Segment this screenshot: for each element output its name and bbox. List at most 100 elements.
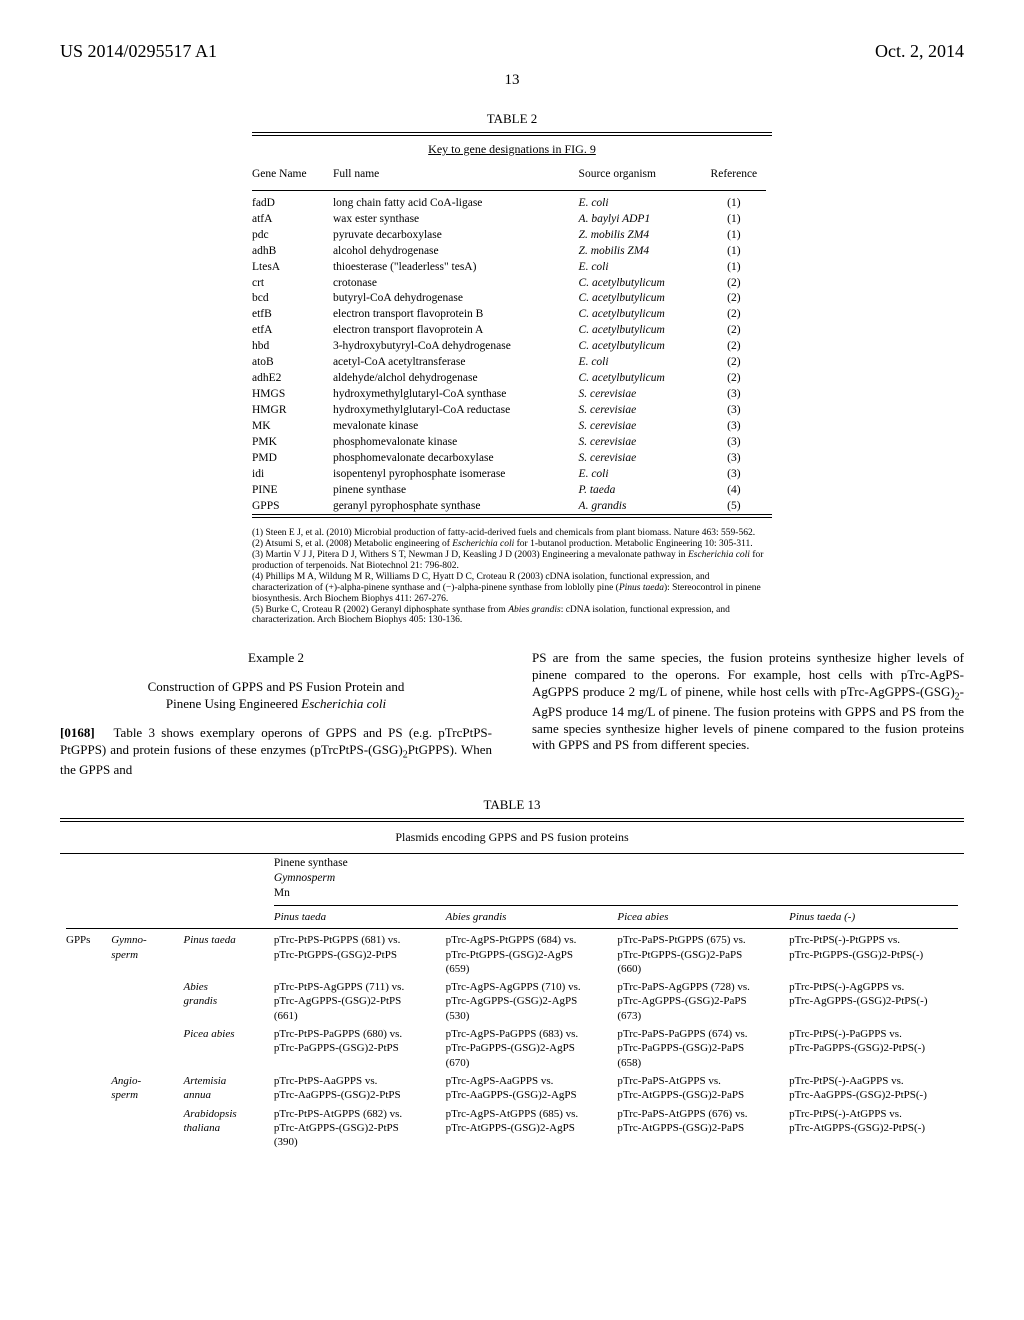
table-cell: 3-hydroxybutyryl-CoA dehydrogenase bbox=[333, 339, 579, 355]
table-cell: A. baylyi ADP1 bbox=[579, 211, 702, 227]
table-2: TABLE 2 Key to gene designations in FIG.… bbox=[252, 111, 772, 518]
row-species: Arabidopsisthaliana bbox=[178, 1105, 268, 1152]
table-cell: pTrc-PtPS(-)-AtGPPS vs.pTrc-AtGPPS-(GSG)… bbox=[783, 1105, 964, 1152]
table-cell: hydroxymethylglutaryl-CoA synthase bbox=[333, 387, 579, 403]
table-cell: pTrc-AgPS-AtGPPS (685) vs.pTrc-AtGPPS-(G… bbox=[440, 1105, 612, 1152]
table-cell: (2) bbox=[702, 339, 772, 355]
row-species: Abiesgrandis bbox=[178, 978, 268, 1025]
table-cell: C. acetylbutylicum bbox=[579, 307, 702, 323]
table-2-subtitle: Key to gene designations in FIG. 9 bbox=[252, 142, 772, 158]
table-cell: (2) bbox=[702, 323, 772, 339]
table-cell: (3) bbox=[702, 466, 772, 482]
table-cell: pTrc-PtPS(-)-AaGPPS vs.pTrc-AaGPPS-(GSG)… bbox=[783, 1072, 964, 1105]
table-cell: pTrc-PtPS-AtGPPS (682) vs.pTrc-AtGPPS-(G… bbox=[268, 1105, 440, 1152]
table-13-title: TABLE 13 bbox=[60, 797, 964, 814]
table-cell: LtesA bbox=[252, 259, 333, 275]
table-2-title: TABLE 2 bbox=[252, 111, 772, 128]
table-cell: PINE bbox=[252, 482, 333, 498]
table-cell: PMD bbox=[252, 450, 333, 466]
table-cell: (1) bbox=[702, 243, 772, 259]
table-cell: hydroxymethylglutaryl-CoA reductase bbox=[333, 403, 579, 419]
table-cell: C. acetylbutylicum bbox=[579, 339, 702, 355]
row-subgroup-label bbox=[105, 1105, 177, 1152]
table-cell: wax ester synthase bbox=[333, 211, 579, 227]
table-cell: (2) bbox=[702, 275, 772, 291]
table-cell: pTrc-PtPS(-)-PtGPPS vs.pTrc-PtGPPS-(GSG)… bbox=[783, 931, 964, 978]
table-row: adhE2aldehyde/alchol dehydrogenaseC. ace… bbox=[252, 371, 772, 387]
table-cell: adhE2 bbox=[252, 371, 333, 387]
table-cell: pTrc-PtPS-AaGPPS vs.pTrc-AaGPPS-(GSG)2-P… bbox=[268, 1072, 440, 1105]
table-cell: E. coli bbox=[579, 355, 702, 371]
table-cell: pTrc-AgPS-AaGPPS vs.pTrc-AaGPPS-(GSG)2-A… bbox=[440, 1072, 612, 1105]
table-row: LtesAthioesterase ("leaderless" tesA)E. … bbox=[252, 259, 772, 275]
table-row: etfBelectron transport flavoprotein BC. … bbox=[252, 307, 772, 323]
col-abies-grandis: Abies grandis bbox=[440, 908, 612, 926]
row-subgroup-label: Gymno-sperm bbox=[105, 931, 177, 978]
table-row: GPPSgeranyl pyrophosphate synthaseA. gra… bbox=[252, 498, 772, 514]
col-picea-abies: Picea abies bbox=[611, 908, 783, 926]
table-cell: C. acetylbutylicum bbox=[579, 323, 702, 339]
head-group: Pinene synthaseGymnospermMn bbox=[268, 854, 964, 903]
table-cell: mevalonate kinase bbox=[333, 418, 579, 434]
table-cell: E. coli bbox=[579, 466, 702, 482]
table-cell: butyryl-CoA dehydrogenase bbox=[333, 291, 579, 307]
table-cell: pTrc-PtPS(-)-PaGPPS vs.pTrc-PaGPPS-(GSG)… bbox=[783, 1025, 964, 1072]
table-cell: E. coli bbox=[579, 259, 702, 275]
table-cell: Z. mobilis ZM4 bbox=[579, 243, 702, 259]
table-cell: E. coli bbox=[579, 195, 702, 211]
table-cell: (4) bbox=[702, 482, 772, 498]
table-cell: (3) bbox=[702, 418, 772, 434]
table-cell: long chain fatty acid CoA-ligase bbox=[333, 195, 579, 211]
row-species: Artemisiaannua bbox=[178, 1072, 268, 1105]
table-cell: A. grandis bbox=[579, 498, 702, 514]
table-cell: phosphomevalonate kinase bbox=[333, 434, 579, 450]
table-cell: hbd bbox=[252, 339, 333, 355]
table-cell: crt bbox=[252, 275, 333, 291]
table-row: ArabidopsisthalianapTrc-PtPS-AtGPPS (682… bbox=[60, 1105, 964, 1152]
table-cell: C. acetylbutylicum bbox=[579, 371, 702, 387]
row-subgroup-label: Angio-sperm bbox=[105, 1072, 177, 1105]
table-cell: (1) bbox=[702, 259, 772, 275]
table-cell: P. taeda bbox=[579, 482, 702, 498]
table-cell: (2) bbox=[702, 291, 772, 307]
table-13-caption: Plasmids encoding GPPS and PS fusion pro… bbox=[60, 830, 964, 846]
table-row: Angio-spermArtemisiaannuapTrc-PtPS-AaGPP… bbox=[60, 1072, 964, 1105]
table-cell: pTrc-AgPS-PtGPPS (684) vs.pTrc-PtGPPS-(G… bbox=[440, 931, 612, 978]
col-gene-name: Gene Name bbox=[252, 163, 333, 186]
table-row: idiisopentenyl pyrophosphate isomeraseE.… bbox=[252, 466, 772, 482]
table-cell: (5) bbox=[702, 498, 772, 514]
row-group-label bbox=[60, 978, 105, 1025]
col-pinus-taeda-neg: Pinus taeda (-) bbox=[783, 908, 964, 926]
table-row: hbd3-hydroxybutyryl-CoA dehydrogenaseC. … bbox=[252, 339, 772, 355]
table-cell: pTrc-AgPS-AgGPPS (710) vs.pTrc-AgGPPS-(G… bbox=[440, 978, 612, 1025]
col-source: Source organism bbox=[579, 163, 702, 186]
table-cell: HMGR bbox=[252, 403, 333, 419]
row-species: Pinus taeda bbox=[178, 931, 268, 978]
table-cell: crotonase bbox=[333, 275, 579, 291]
table-cell: S. cerevisiae bbox=[579, 387, 702, 403]
table-cell: geranyl pyrophosphate synthase bbox=[333, 498, 579, 514]
table-row: PINEpinene synthaseP. taeda(4) bbox=[252, 482, 772, 498]
row-subgroup-label bbox=[105, 978, 177, 1025]
table-cell: pyruvate decarboxylase bbox=[333, 227, 579, 243]
table-cell: electron transport flavoprotein B bbox=[333, 307, 579, 323]
table-cell: pTrc-PaPS-AgGPPS (728) vs.pTrc-AgGPPS-(G… bbox=[611, 978, 783, 1025]
example-subtitle: Construction of GPPS and PS Fusion Prote… bbox=[60, 679, 492, 713]
table-cell: pTrc-PtPS(-)-AgGPPS vs.pTrc-AgGPPS-(GSG)… bbox=[783, 978, 964, 1025]
page-header: US 2014/0295517 A1 Oct. 2, 2014 bbox=[60, 40, 964, 63]
subtitle-species: Escherichia coli bbox=[301, 696, 386, 711]
table-cell: S. cerevisiae bbox=[579, 418, 702, 434]
table-cell: pinene synthase bbox=[333, 482, 579, 498]
reference-line: (2) Atsumi S, et al. (2008) Metabolic en… bbox=[252, 539, 772, 550]
table-13-body: Pinene synthaseGymnospermMn Pinus taeda … bbox=[60, 854, 964, 1151]
table-13: TABLE 13 Plasmids encoding GPPS and PS f… bbox=[60, 797, 964, 1152]
table-cell: bcd bbox=[252, 291, 333, 307]
table-cell: (3) bbox=[702, 434, 772, 450]
table-cell: thioesterase ("leaderless" tesA) bbox=[333, 259, 579, 275]
table-cell: Z. mobilis ZM4 bbox=[579, 227, 702, 243]
reference-line: (4) Phillips M A, Wildung M R, Williams … bbox=[252, 572, 772, 605]
para-number: [0168] bbox=[60, 725, 95, 740]
table-cell: pTrc-PaPS-PtGPPS (675) vs.pTrc-PtGPPS-(G… bbox=[611, 931, 783, 978]
table-2-references: (1) Steen E J, et al. (2010) Microbial p… bbox=[252, 528, 772, 626]
table-cell: isopentenyl pyrophosphate isomerase bbox=[333, 466, 579, 482]
